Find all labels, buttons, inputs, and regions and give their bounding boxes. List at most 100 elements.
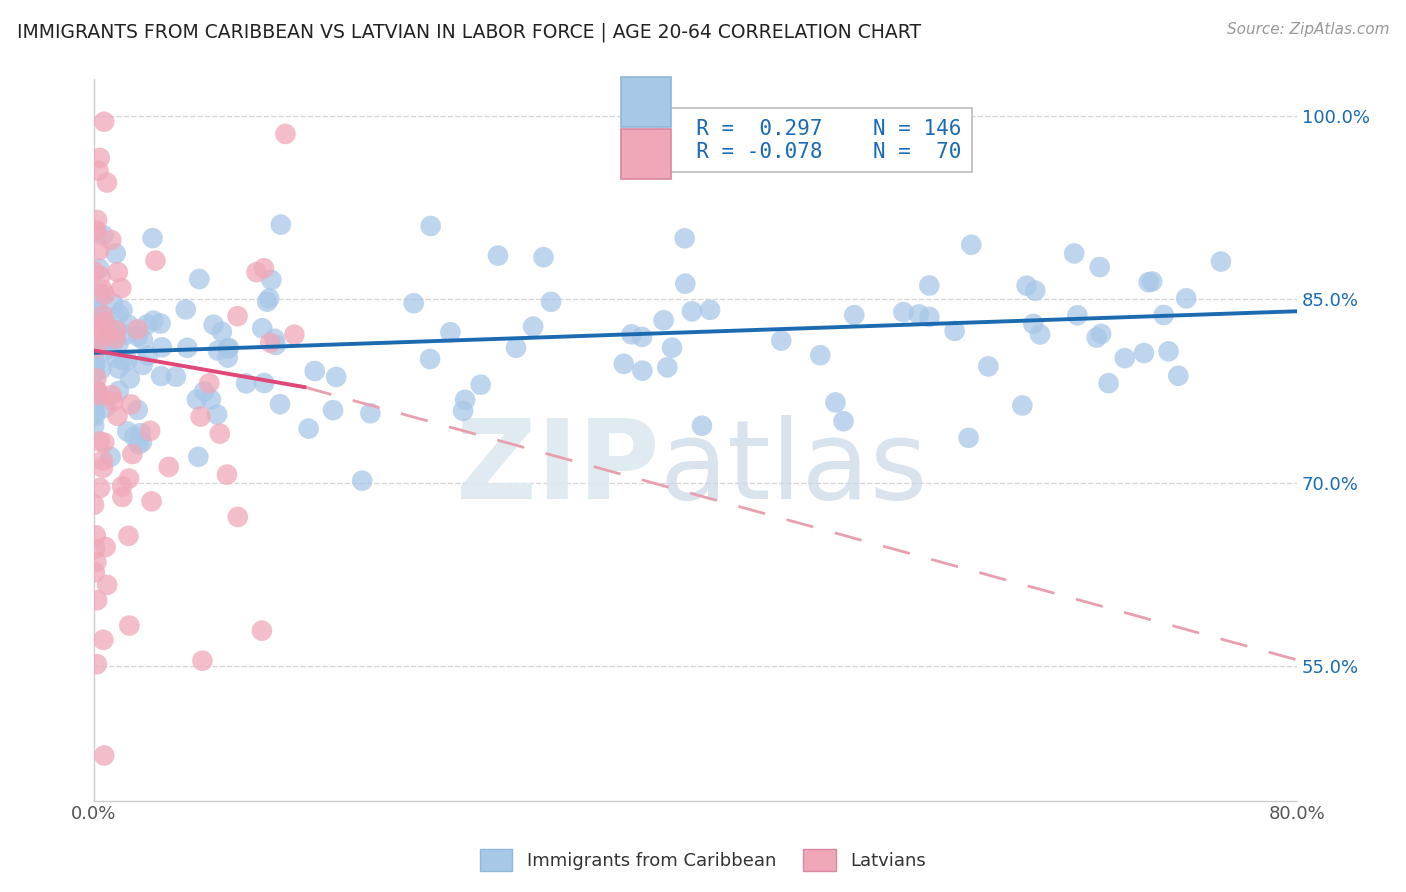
Point — [215, 467, 238, 482]
Point — [111, 479, 134, 493]
Point — [117, 318, 139, 332]
Point — [844, 308, 866, 322]
Point — [1024, 284, 1046, 298]
Point — [269, 397, 291, 411]
Point — [112, 353, 135, 368]
Point — [127, 329, 149, 343]
Point — [150, 369, 173, 384]
Point — [673, 231, 696, 245]
Point — [1011, 399, 1033, 413]
Point — [186, 392, 208, 407]
Point — [451, 404, 474, 418]
Point — [264, 338, 287, 352]
Point — [96, 578, 118, 592]
Point — [83, 224, 105, 238]
Point — [681, 304, 703, 318]
Point — [101, 336, 124, 351]
Point — [142, 313, 165, 327]
Point — [89, 481, 111, 495]
Point — [86, 657, 108, 672]
Point — [91, 308, 114, 322]
Point — [103, 394, 125, 409]
Point — [165, 369, 187, 384]
Point — [107, 265, 129, 279]
Point — [256, 294, 278, 309]
Point — [93, 317, 115, 331]
Point — [1097, 376, 1119, 391]
Point — [977, 359, 1000, 374]
Text: atlas: atlas — [659, 415, 928, 522]
Point — [90, 362, 112, 376]
Point — [631, 364, 654, 378]
Point — [83, 340, 105, 354]
Point — [824, 395, 846, 409]
Point — [89, 310, 111, 325]
Point — [127, 403, 149, 417]
Point — [91, 453, 114, 467]
Point — [94, 343, 117, 358]
Point — [257, 292, 280, 306]
Point — [226, 309, 249, 323]
Point — [131, 358, 153, 372]
Point — [89, 287, 111, 301]
Point — [957, 431, 980, 445]
Point — [620, 327, 643, 342]
Point — [89, 269, 111, 284]
Point — [1114, 351, 1136, 365]
Point — [87, 309, 110, 323]
Point — [217, 342, 239, 356]
Point — [86, 223, 108, 237]
Point — [89, 434, 111, 449]
Point — [270, 218, 292, 232]
Point — [207, 343, 229, 358]
Point — [174, 302, 197, 317]
Point — [226, 510, 249, 524]
Point — [91, 283, 114, 297]
Point — [1015, 278, 1038, 293]
Point — [127, 322, 149, 336]
Point — [657, 360, 679, 375]
Point — [259, 335, 281, 350]
Point — [631, 330, 654, 344]
Point — [439, 325, 461, 339]
Point — [1088, 260, 1111, 274]
Point — [83, 365, 105, 379]
Point — [297, 422, 319, 436]
Point — [115, 425, 138, 439]
Point — [218, 341, 240, 355]
Point — [419, 352, 441, 367]
Point — [1066, 308, 1088, 322]
Point — [193, 384, 215, 399]
Point — [832, 414, 855, 428]
Point — [111, 490, 134, 504]
Point — [87, 388, 110, 402]
Point — [117, 353, 139, 368]
Point — [211, 325, 233, 339]
Point — [263, 332, 285, 346]
Point — [613, 357, 636, 371]
Point — [100, 388, 122, 402]
Point — [94, 335, 117, 350]
Legend: Immigrants from Caribbean, Latvians: Immigrants from Caribbean, Latvians — [472, 842, 934, 879]
Point — [540, 294, 562, 309]
Point — [104, 351, 127, 365]
Text: IMMIGRANTS FROM CARIBBEAN VS LATVIAN IN LABOR FORCE | AGE 20-64 CORRELATION CHAR: IMMIGRANTS FROM CARIBBEAN VS LATVIAN IN … — [17, 22, 921, 42]
Point — [533, 250, 555, 264]
Point — [157, 459, 180, 474]
Point — [325, 370, 347, 384]
Point — [470, 377, 492, 392]
Point — [83, 355, 105, 369]
Point — [132, 333, 155, 347]
Point — [87, 243, 110, 257]
Point — [94, 401, 117, 415]
Point — [108, 307, 131, 321]
Point — [943, 324, 966, 338]
Point — [176, 341, 198, 355]
Point — [122, 430, 145, 444]
Point — [454, 392, 477, 407]
Point — [96, 176, 118, 190]
Point — [86, 213, 108, 227]
Point — [86, 341, 108, 355]
Point — [245, 265, 267, 279]
Point — [107, 337, 129, 351]
